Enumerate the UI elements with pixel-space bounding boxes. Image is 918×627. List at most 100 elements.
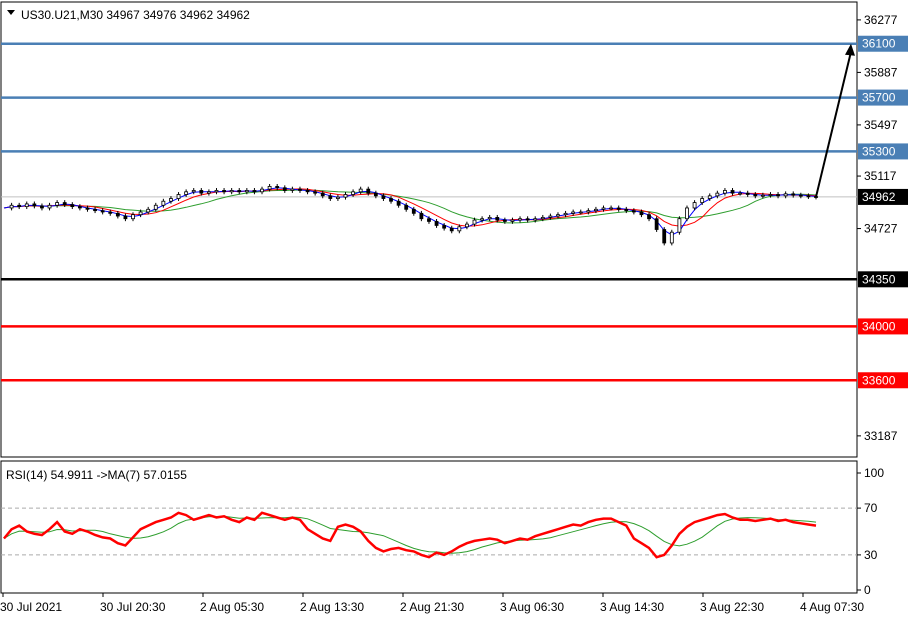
candle-body	[639, 211, 644, 216]
x-tick-label: 3 Aug 22:30	[700, 600, 764, 614]
candle-body	[700, 198, 705, 203]
rsi-tick-label: 30	[864, 548, 878, 562]
symbol-dropdown-icon[interactable]	[7, 10, 15, 15]
candle-body	[791, 193, 796, 196]
candle-body	[55, 202, 60, 206]
level-tag-36100-bg	[858, 35, 908, 52]
candle-body	[237, 190, 242, 193]
candle-body	[47, 204, 52, 209]
y-tick-label: 36277	[864, 13, 898, 27]
candle-body	[510, 219, 515, 222]
candle-body	[434, 221, 439, 226]
candle-body	[806, 195, 811, 198]
level-tag-34350-bg	[858, 271, 908, 288]
candle-body	[17, 204, 22, 208]
candle-body	[366, 188, 371, 194]
candle-body	[320, 192, 325, 197]
candle-body	[358, 188, 363, 193]
candle-body	[169, 198, 173, 202]
candle-body	[730, 190, 735, 194]
candle-body	[707, 195, 712, 199]
y-tick-label: 35887	[864, 65, 898, 79]
candle-body	[282, 187, 287, 191]
candle-body	[381, 195, 386, 199]
level-tag-34000-bg	[858, 318, 908, 335]
candle-body	[647, 214, 651, 220]
level-tag-35700-bg	[858, 89, 908, 106]
candle-body	[677, 218, 682, 233]
candle-body	[343, 194, 348, 198]
candle-body	[685, 207, 689, 220]
candle-body	[487, 216, 492, 220]
candle-body	[252, 190, 257, 193]
rsi-ma-line	[3, 515, 817, 554]
forecast-arrow-shaft	[815, 51, 852, 198]
candle-body	[373, 192, 378, 197]
price-axis: 36277 35887 35497 35117 34727 33187	[857, 13, 898, 443]
time-axis: 30 Jul 2021 30 Jul 20:30 2 Aug 05:30 2 Aug …	[0, 593, 864, 614]
candle-body	[404, 204, 409, 210]
y-tick-label: 35497	[864, 118, 898, 132]
candle-body	[502, 219, 507, 222]
candle-body	[123, 215, 128, 220]
candle-body	[244, 190, 249, 193]
rsi-tick-label: 0	[864, 583, 871, 597]
level-tag-33600-bg	[858, 372, 908, 389]
current-price-tag: 34962	[862, 190, 896, 204]
rsi-tick-label: 100	[864, 466, 884, 480]
candle-body	[594, 208, 598, 212]
rsi-tick-label: 70	[864, 501, 878, 515]
candle-body	[161, 200, 166, 206]
candle-body	[624, 208, 629, 212]
candle-body	[222, 190, 226, 193]
candle-body	[389, 198, 393, 202]
y-tick-label: 34727	[864, 222, 898, 236]
candle-body	[305, 190, 310, 193]
candle-body	[290, 188, 295, 191]
candle-body	[533, 218, 538, 221]
candle-body	[40, 205, 44, 209]
candle-body	[525, 218, 530, 221]
candle-body	[609, 207, 614, 210]
candle-body	[738, 192, 743, 195]
candle-body	[669, 231, 674, 244]
symbol-header: US30.U21,M30 34967 34976 34962 34962	[21, 8, 250, 22]
candle-body	[229, 190, 234, 193]
candle-body	[131, 214, 135, 220]
candle-body	[783, 193, 788, 197]
candle-body	[662, 229, 667, 244]
candle-body	[631, 210, 636, 213]
price-pane-frame	[0, 1, 858, 458]
candle-body	[176, 194, 181, 199]
level-tag-34350: 34350	[862, 272, 896, 286]
x-tick-label: 2 Aug 13:30	[300, 600, 364, 614]
level-tag-34000: 34000	[862, 319, 896, 333]
candle-body	[275, 186, 280, 189]
candle-body	[351, 191, 355, 195]
candle-body	[100, 210, 105, 213]
candle-body	[411, 208, 416, 214]
candle-body	[556, 214, 560, 217]
x-tick-label: 3 Aug 06:30	[500, 600, 564, 614]
horizontal-levels	[1, 42, 857, 382]
candle-body	[768, 194, 773, 196]
candle-body	[206, 191, 211, 194]
x-tick-label: 2 Aug 05:30	[200, 600, 264, 614]
level-tag-35300-bg	[858, 143, 908, 160]
candle-body	[601, 207, 606, 210]
candle-body	[260, 188, 264, 193]
candle-body	[480, 218, 484, 221]
candle-body	[313, 191, 318, 194]
level-tag-36100: 36100	[862, 37, 896, 51]
candle-body	[146, 208, 151, 213]
candle-body	[518, 218, 522, 221]
x-tick-label: 2 Aug 21:30	[400, 600, 464, 614]
candle-body	[396, 200, 401, 206]
candle-body	[24, 203, 29, 208]
level-tag-35300: 35300	[862, 144, 896, 158]
candle-body	[336, 196, 340, 199]
candle-body	[548, 215, 553, 218]
candle-body	[715, 192, 720, 197]
candle-body	[798, 194, 803, 197]
